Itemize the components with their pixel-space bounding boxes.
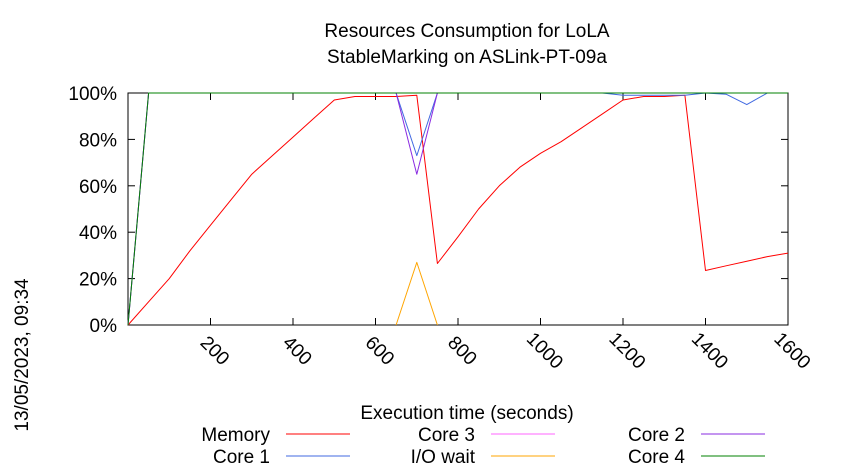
series-line-core-4 (127, 92, 788, 326)
x-axis: 200 400 600 800 1000 1200 1400 1600 (196, 93, 815, 374)
y-tick-label: 0% (90, 316, 118, 337)
x-tick-label: 800 (443, 332, 480, 369)
x-tick-label: 1000 (522, 329, 567, 374)
y-tick-label: 60% (79, 177, 117, 198)
x-tick-label: 400 (278, 332, 315, 369)
x-axis-label: Execution time (seconds) (360, 403, 573, 424)
legend-label-i-o-wait: I/O wait (411, 447, 476, 468)
chart-subtitle: StableMarking on ASLink-PT-09a (327, 47, 607, 68)
legend-label-core-2: Core 2 (628, 425, 685, 446)
timestamp-label: 13/05/2023, 09:34 (12, 278, 33, 432)
x-tick-label: 1400 (687, 329, 732, 374)
legend-label-memory: Memory (201, 425, 270, 446)
series-line-core-1 (127, 92, 788, 326)
series-lines (127, 92, 789, 326)
x-tick-label: 1600 (770, 329, 815, 374)
y-tick-label: 40% (79, 223, 117, 244)
series-line-i-o-wait (395, 261, 438, 326)
x-tick-label: 600 (361, 332, 398, 369)
x-tick-label: 1200 (605, 329, 650, 374)
y-axis: 0% 20% 40% 60% 80% 100% (68, 84, 788, 337)
y-tick-label: 100% (68, 84, 117, 105)
y-tick-label: 20% (79, 270, 117, 291)
x-tick-label: 200 (196, 332, 233, 369)
chart-title: Resources Consumption for LoLA (324, 21, 609, 42)
legend-label-core-4: Core 4 (628, 447, 685, 468)
legend-label-core-3: Core 3 (418, 425, 475, 446)
series-line-memory (127, 94, 789, 326)
y-tick-label: 80% (79, 130, 117, 151)
legend-label-core-1: Core 1 (213, 447, 270, 468)
